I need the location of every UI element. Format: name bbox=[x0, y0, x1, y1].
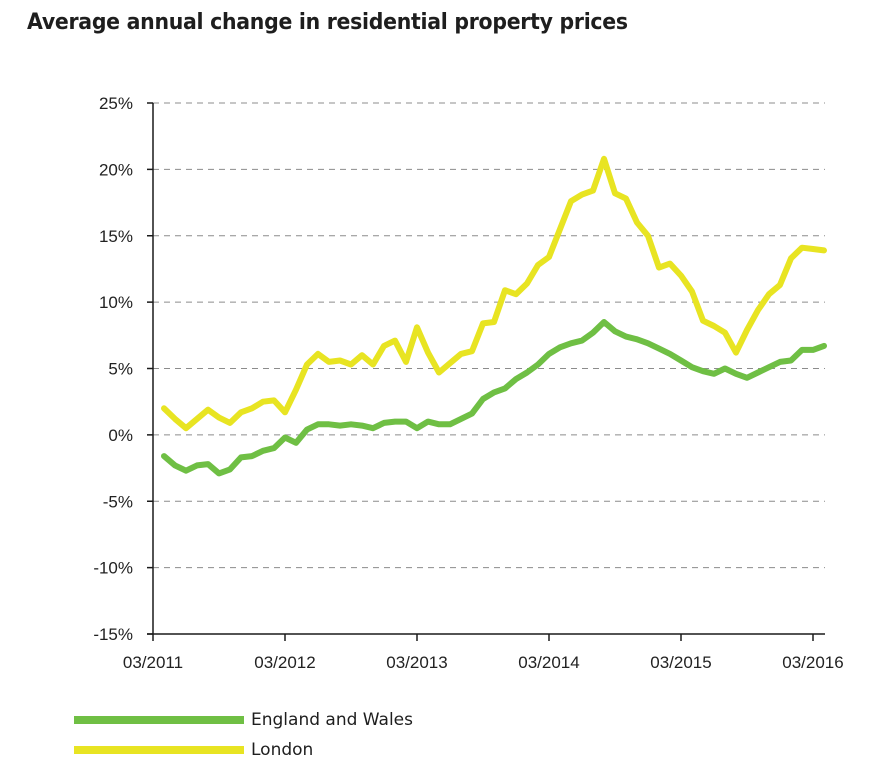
y-tick-label: 15% bbox=[99, 227, 133, 246]
y-tick-label: 25% bbox=[99, 94, 133, 113]
y-tick-label: -5% bbox=[103, 492, 133, 511]
x-tick-label: 03/2013 bbox=[386, 653, 447, 672]
series-lines bbox=[161, 155, 827, 477]
y-tick-label: 0% bbox=[108, 426, 133, 445]
x-tick-label: 03/2016 bbox=[782, 653, 843, 672]
legend-label: London bbox=[251, 740, 314, 760]
legend-item-london: London bbox=[74, 735, 413, 765]
y-tick-label: 20% bbox=[99, 160, 133, 179]
y-axis-ticks: 25% 20% 15% 10% 5% 0% -5% -10% -15% bbox=[93, 94, 153, 644]
series-line-england-and-wales bbox=[161, 319, 827, 477]
legend-swatch-england-wales bbox=[74, 716, 244, 724]
y-tick-label: 5% bbox=[108, 360, 133, 379]
x-axis-ticks: 03/2011 03/2012 03/2013 03/2014 03/2015 03/20… bbox=[123, 634, 844, 672]
legend-item-england-wales: England and Wales bbox=[74, 705, 413, 735]
x-tick-label: 03/2011 bbox=[123, 653, 183, 672]
chart-title: Average annual change in residential pro… bbox=[27, 10, 628, 35]
y-tick-label: 10% bbox=[99, 293, 133, 312]
x-tick-label: 03/2012 bbox=[254, 653, 315, 672]
x-tick-label: 03/2014 bbox=[518, 653, 579, 672]
legend-swatch-london bbox=[74, 746, 244, 754]
y-tick-label: -10% bbox=[93, 559, 133, 578]
y-tick-label: -15% bbox=[93, 625, 133, 644]
series-line-london bbox=[161, 155, 827, 432]
legend-label: England and Wales bbox=[251, 710, 413, 730]
legend: England and Wales London bbox=[74, 705, 413, 765]
x-tick-label: 03/2015 bbox=[650, 653, 711, 672]
gridlines bbox=[153, 102, 825, 569]
